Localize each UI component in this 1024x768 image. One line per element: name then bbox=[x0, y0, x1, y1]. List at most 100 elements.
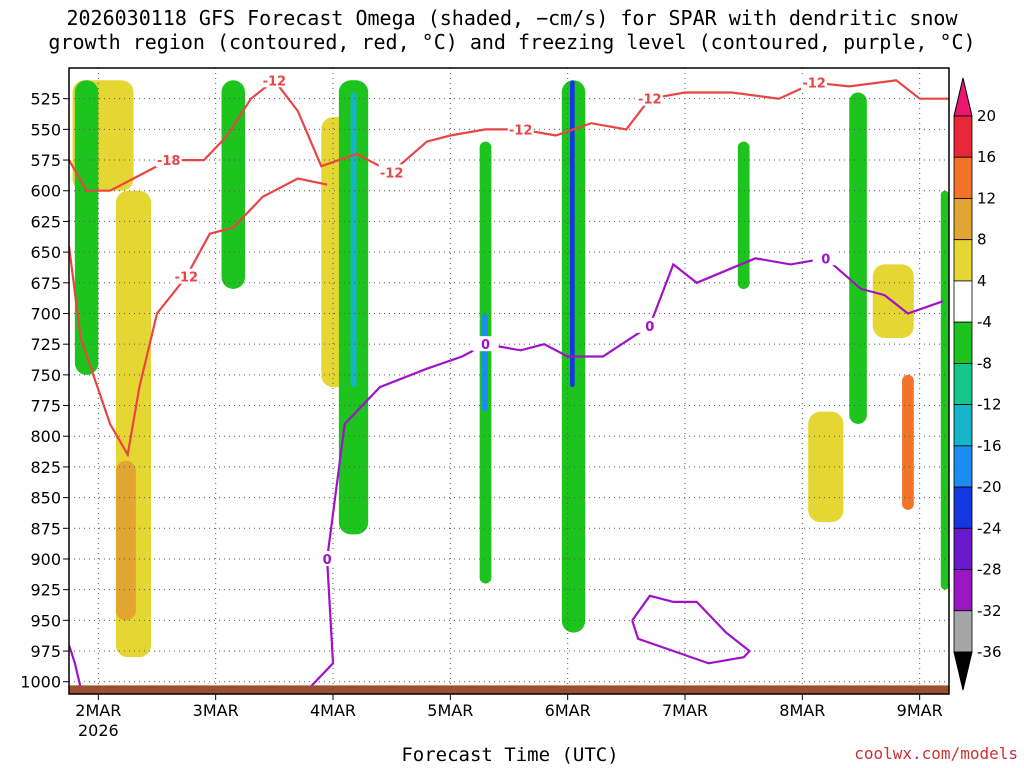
y-tick-label-550: 550 bbox=[30, 120, 61, 139]
y-tick-label-525: 525 bbox=[30, 90, 61, 109]
axis-layer: 525 550 575 600 625 650 675 700 725 750 775 800 825 8… bbox=[20, 90, 942, 740]
y-tick-label-900: 900 bbox=[30, 550, 61, 569]
omega-region-2 bbox=[115, 460, 136, 621]
grid-layer bbox=[69, 68, 949, 694]
x-axis-title: Forecast Time (UTC) bbox=[401, 744, 619, 766]
colorbar-label-2: 12 bbox=[977, 189, 996, 207]
colorbar-label-12: -32 bbox=[977, 602, 1002, 620]
colorbar: 20 16 12 8 4 -4 -8 -12 -16 -20 -24 -28 -32 -36 bbox=[953, 77, 1002, 691]
colorbar-cell-12 bbox=[953, 610, 973, 653]
contour-label-0-2: -12 bbox=[380, 166, 404, 181]
colorbar-label-13: -36 bbox=[977, 643, 1002, 661]
omega-region-15 bbox=[737, 141, 750, 289]
colorbar-cell-5 bbox=[953, 321, 973, 364]
contour-line-0 bbox=[69, 78, 949, 192]
omega-region-4 bbox=[808, 411, 844, 523]
contour-label-2-0: 0 bbox=[323, 553, 332, 568]
plot-background bbox=[69, 68, 949, 694]
chart-title-line-1: 2026030118 GFS Forecast Omega (shaded, −… bbox=[66, 6, 958, 30]
x-tick-label-0: 2MAR bbox=[75, 701, 121, 720]
colorbar-label-7: -12 bbox=[977, 396, 1002, 414]
contour-label-2-1: 0 bbox=[481, 338, 490, 353]
omega-region-10 bbox=[350, 92, 357, 388]
x-tick-label-6: 8MAR bbox=[779, 701, 825, 720]
contour-line-3 bbox=[631, 594, 752, 665]
contour-label-1-0: -12 bbox=[175, 271, 199, 286]
colorbar-cell-2 bbox=[953, 198, 973, 241]
contour-label-bg-0-4 bbox=[636, 90, 663, 106]
contour-label-bg-1-0 bbox=[173, 268, 200, 284]
colorbar-cell-3 bbox=[953, 239, 973, 282]
colorbar-cell-11 bbox=[953, 569, 973, 612]
x-year-label: 2026 bbox=[78, 721, 119, 740]
omega-region-14 bbox=[570, 80, 575, 388]
contour-label-0-1: -12 bbox=[263, 74, 287, 89]
colorbar-label-0: 20 bbox=[977, 107, 996, 125]
x-tick-label-7: 9MAR bbox=[897, 701, 943, 720]
omega-region-12 bbox=[482, 313, 488, 412]
x-tick-label-4: 6MAR bbox=[545, 701, 591, 720]
contour-line-1 bbox=[69, 177, 328, 458]
y-tick-label-875: 875 bbox=[30, 519, 61, 538]
contour-label-bg-2-3 bbox=[812, 250, 839, 266]
y-tick-label-700: 700 bbox=[30, 304, 61, 323]
x-tick-label-5: 7MAR bbox=[662, 701, 708, 720]
y-tick-label-775: 775 bbox=[30, 397, 61, 416]
y-tick-label-675: 675 bbox=[30, 274, 61, 293]
contour-label-2-3: 0 bbox=[821, 252, 830, 267]
credit-link[interactable]: coolwx.com/models bbox=[854, 744, 1018, 763]
x-tick-label-2: 4MAR bbox=[310, 701, 356, 720]
y-tick-label-650: 650 bbox=[30, 243, 61, 262]
colorbar-label-11: -28 bbox=[977, 561, 1002, 579]
contour-label-0-0: -18 bbox=[157, 154, 181, 169]
colorbar-cell-10 bbox=[953, 527, 973, 570]
y-tick-label-850: 850 bbox=[30, 489, 61, 508]
colorbar-cell-7 bbox=[953, 404, 973, 447]
y-tick-label-750: 750 bbox=[30, 366, 61, 385]
y-tick-label-925: 925 bbox=[30, 581, 61, 600]
colorbar-cell-6 bbox=[953, 362, 973, 406]
y-tick-label-725: 725 bbox=[30, 335, 61, 354]
y-tick-label-950: 950 bbox=[30, 611, 61, 630]
colorbar-cell-0 bbox=[953, 115, 973, 158]
omega-region-16 bbox=[849, 92, 867, 424]
contour-label-bg-0-3 bbox=[507, 121, 534, 137]
x-tick-label-1: 3MAR bbox=[193, 701, 239, 720]
omega-region-17 bbox=[940, 190, 949, 590]
colorbar-label-4: 4 bbox=[977, 272, 987, 290]
colorbar-label-10: -24 bbox=[977, 519, 1002, 537]
chart-title-line-2: growth region (contoured, red, °C) and f… bbox=[48, 30, 976, 54]
colorbar-label-6: -8 bbox=[977, 354, 992, 372]
contour-label-bg-0-1 bbox=[261, 72, 288, 88]
colorbar-label-9: -20 bbox=[977, 478, 1002, 496]
colorbar-cell-9 bbox=[953, 486, 973, 529]
terrain-layer bbox=[69, 685, 949, 694]
omega-region-7 bbox=[74, 80, 99, 375]
plot-frame bbox=[68, 67, 950, 695]
contour-label-bg-0-0 bbox=[155, 152, 182, 168]
omega-region-6 bbox=[902, 374, 914, 510]
x-tick-label-3: 5MAR bbox=[427, 701, 473, 720]
contour-label-0-5: -12 bbox=[802, 77, 826, 92]
contour-label-bg-2-2 bbox=[636, 317, 663, 333]
contour-label-0-4: -12 bbox=[638, 93, 662, 108]
y-tick-label-825: 825 bbox=[30, 458, 61, 477]
colorbar-cell-4 bbox=[953, 280, 973, 323]
y-tick-label-600: 600 bbox=[30, 182, 61, 201]
y-tick-label-975: 975 bbox=[30, 642, 61, 661]
y-tick-label-1000: 1000 bbox=[20, 673, 61, 692]
contour-layer: -18 -12 -12 -12 -12 -12 -12 0 0 0 0 bbox=[69, 72, 949, 689]
contour-label-0-3: -12 bbox=[509, 123, 533, 138]
colorbar-label-3: 8 bbox=[977, 231, 987, 249]
y-tick-label-625: 625 bbox=[30, 212, 61, 231]
contour-label-bg-0-5 bbox=[801, 74, 828, 90]
colorbar-over-triangle bbox=[953, 77, 973, 117]
colorbar-under-triangle bbox=[953, 651, 973, 691]
terrain-strip bbox=[69, 685, 949, 694]
contour-label-2-2: 0 bbox=[645, 320, 654, 335]
contour-label-bg-2-1 bbox=[472, 336, 499, 352]
contour-label-bg-2-0 bbox=[314, 550, 341, 566]
y-tick-label-575: 575 bbox=[30, 151, 61, 170]
y-tick-label-800: 800 bbox=[30, 427, 61, 446]
